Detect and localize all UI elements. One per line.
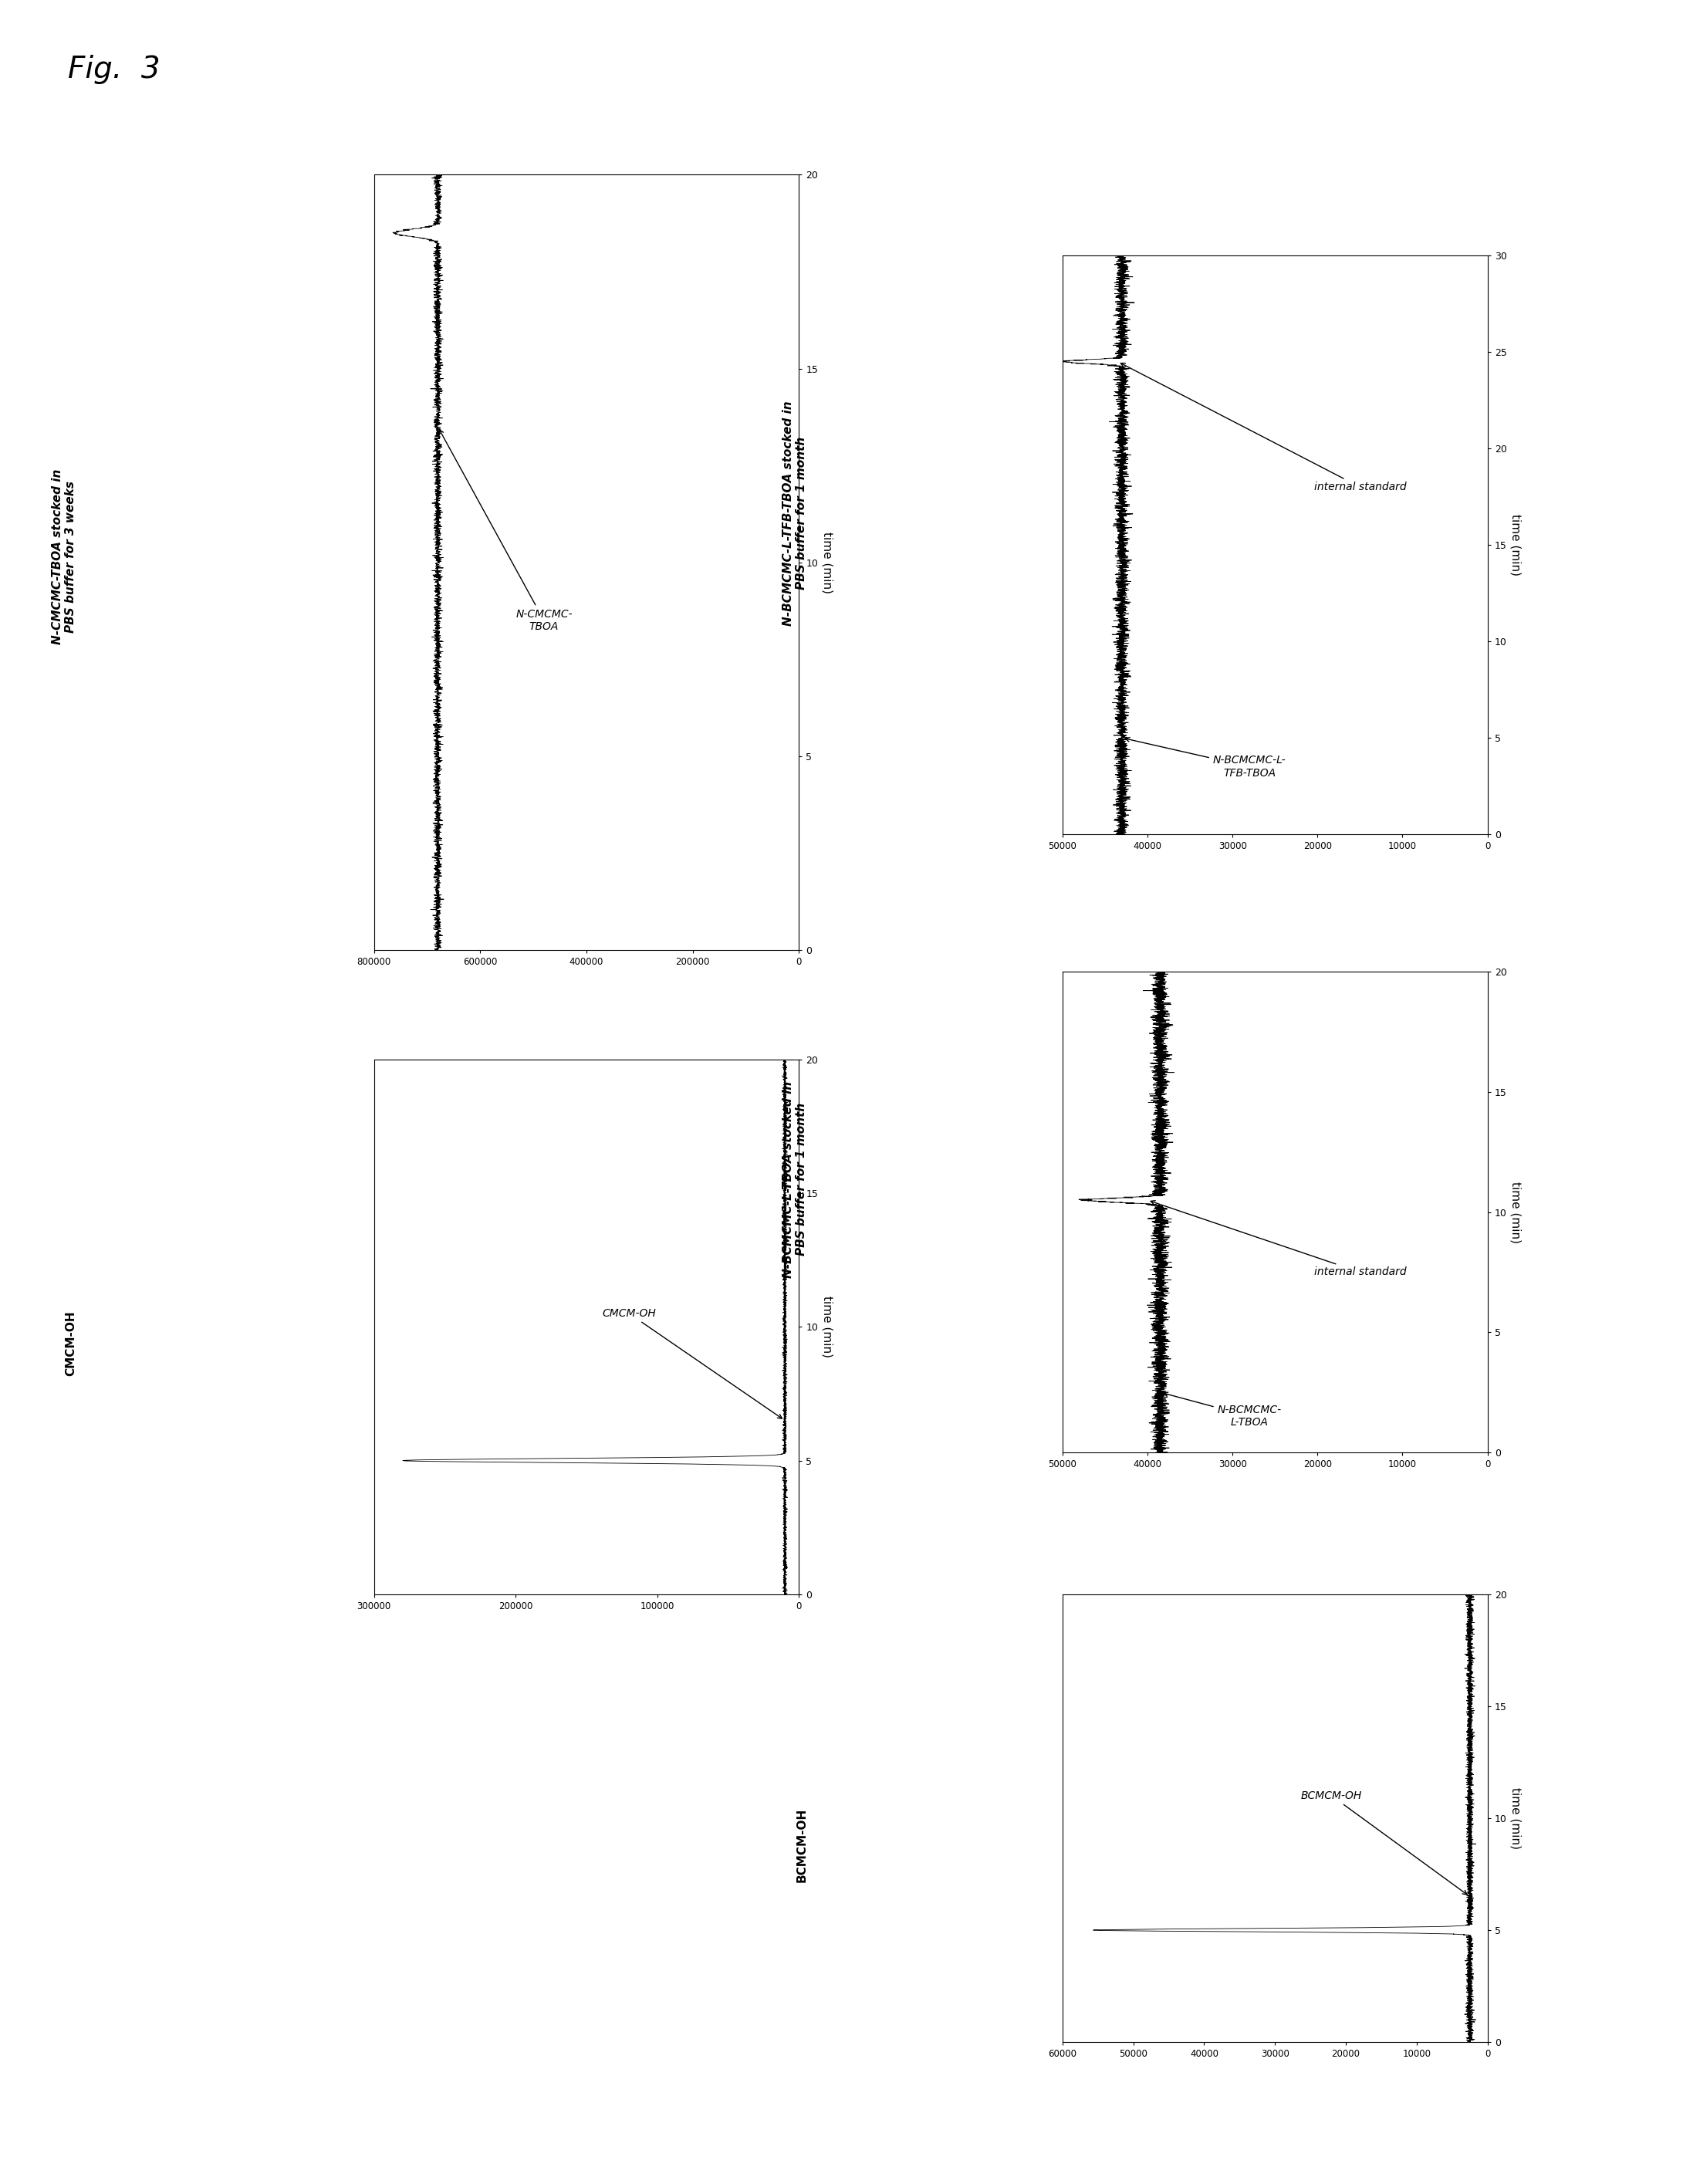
- Text: CMCM-OH: CMCM-OH: [602, 1308, 782, 1420]
- Y-axis label: time (min): time (min): [821, 531, 833, 594]
- Text: N-CMCMC-TBOA stocked in
PBS buffer for 3 weeks: N-CMCMC-TBOA stocked in PBS buffer for 3…: [51, 470, 76, 644]
- Y-axis label: time (min): time (min): [1510, 1787, 1522, 1850]
- Text: CMCM-OH: CMCM-OH: [65, 1310, 76, 1376]
- Text: N-CMCMC-
TBOA: N-CMCMC- TBOA: [439, 430, 573, 631]
- Y-axis label: time (min): time (min): [1510, 513, 1522, 577]
- Text: BCMCM-OH: BCMCM-OH: [1300, 1791, 1467, 1894]
- Text: N-BCMCMC-L-
TFB-TBOA: N-BCMCMC-L- TFB-TBOA: [1125, 738, 1287, 778]
- Text: internal standard: internal standard: [1151, 1201, 1406, 1278]
- Text: N-BCMCMC-
L-TBOA: N-BCMCMC- L-TBOA: [1163, 1391, 1282, 1428]
- Text: N-BCMCMC-L-TBOA stocked in
PBS buffer for 1 month: N-BCMCMC-L-TBOA stocked in PBS buffer fo…: [782, 1081, 807, 1278]
- Text: internal standard: internal standard: [1120, 363, 1406, 491]
- Y-axis label: time (min): time (min): [821, 1295, 833, 1358]
- Y-axis label: time (min): time (min): [1510, 1182, 1522, 1243]
- Text: N-BCMCMC-L-TFB-TBOA stocked in
PBS buffer for 1 month: N-BCMCMC-L-TFB-TBOA stocked in PBS buffe…: [782, 400, 807, 627]
- Text: Fig.  3: Fig. 3: [68, 55, 160, 83]
- Text: BCMCM-OH: BCMCM-OH: [796, 1808, 807, 1883]
